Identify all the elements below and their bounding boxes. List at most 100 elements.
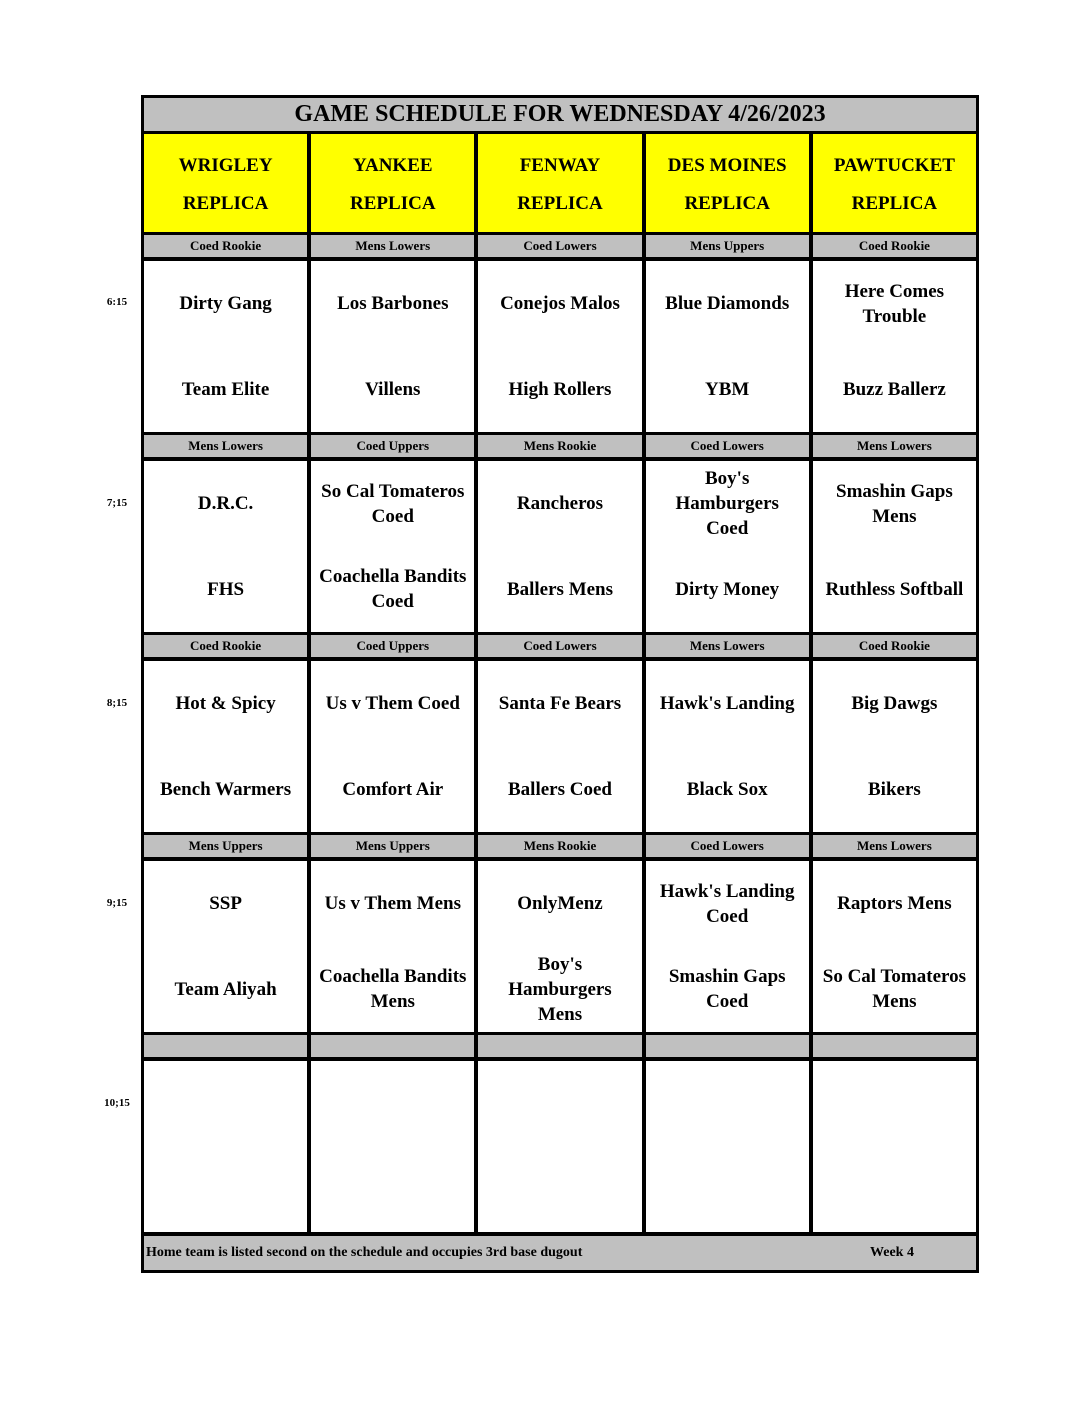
- time-label: 10;15: [104, 1097, 130, 1109]
- division-label: Coed Rookie: [144, 635, 308, 657]
- game-cell: Boy's Hamburgers Coed Dirty Money: [645, 461, 809, 632]
- game-cell: Hawk's Landing Coed Smashin Gaps Coed: [645, 861, 809, 1032]
- away-team: Hot & Spicy: [175, 693, 276, 715]
- away-team: Hawk's Landing Coed: [659, 880, 795, 927]
- field-name: FENWAY: [519, 155, 601, 176]
- field-name: PAWTUCKET: [833, 155, 955, 176]
- away-team: OnlyMenz: [517, 893, 603, 915]
- division-label: Mens Uppers: [645, 235, 809, 257]
- home-team: Coachella Bandits Coed: [319, 566, 467, 613]
- game-cell: D.R.C. FHS: [144, 461, 308, 632]
- home-team: YBM: [705, 378, 750, 400]
- field-header: YANKEE REPLICA: [311, 134, 475, 232]
- field-type: REPLICA: [182, 193, 269, 214]
- week-label: Week 4: [870, 1245, 914, 1260]
- division-label: [311, 1035, 475, 1057]
- footer-bar: Home team is listed second on the schedu…: [144, 1232, 976, 1270]
- division-label: Coed Rookie: [812, 235, 976, 257]
- away-team: [646, 1061, 809, 1147]
- game-cell: Here Comes Trouble Buzz Ballerz: [812, 261, 976, 432]
- away-team: Los Barbones: [337, 293, 449, 315]
- game-cell: Rancheros Ballers Mens: [478, 461, 642, 632]
- schedule-title: GAME SCHEDULE FOR WEDNESDAY 4/26/2023: [144, 98, 976, 134]
- field-header: WRIGLEY REPLICA: [144, 134, 308, 232]
- division-label: Coed Uppers: [311, 435, 475, 457]
- division-label: Mens Rookie: [478, 835, 642, 857]
- home-team: FHS: [207, 578, 245, 600]
- game-cell: [311, 1061, 475, 1232]
- field-name: DES MOINES: [667, 155, 787, 176]
- home-team: [646, 1147, 809, 1233]
- field-header-row: WRIGLEY REPLICA YANKEE REPLICA FENWAY REPLICA…: [144, 134, 976, 232]
- home-team: Smashin Gaps Coed: [668, 966, 786, 1013]
- game-row: D.R.C. FHS So Cal Tomateros Coed Coachella …: [144, 461, 976, 632]
- home-team: Boy's Hamburgers Mens: [508, 953, 612, 1025]
- footer-note: Home team is listed second on the schedu…: [146, 1245, 583, 1260]
- game-cell: Hawk's Landing Black Sox: [645, 661, 809, 832]
- division-label: [144, 1035, 308, 1057]
- away-team: Blue Diamonds: [665, 293, 790, 315]
- division-label: Coed Rookie: [812, 635, 976, 657]
- home-team: [813, 1147, 976, 1233]
- time-slots: Coed Rookie Mens Lowers Coed Lowers Mens Up…: [144, 232, 976, 1232]
- away-team: Us v Them Coed: [325, 693, 460, 715]
- division-label: Mens Lowers: [812, 835, 976, 857]
- game-cell: Dirty Gang Team Elite: [144, 261, 308, 432]
- division-label: Coed Rookie: [144, 235, 308, 257]
- home-team: Dirty Money: [675, 578, 780, 600]
- away-team: Here Comes Trouble: [844, 280, 945, 327]
- time-label: 9;15: [106, 897, 128, 909]
- game-row: SSP Team Aliyah Us v Them Mens Coachella Ba…: [144, 861, 976, 1032]
- game-cell: OnlyMenz Boy's Hamburgers Mens: [478, 861, 642, 1032]
- home-team: Team Elite: [181, 378, 270, 400]
- time-label: 7;15: [106, 497, 128, 509]
- away-team: D.R.C.: [197, 493, 254, 515]
- away-team: [144, 1061, 307, 1147]
- game-cell: Blue Diamonds YBM: [645, 261, 809, 432]
- away-team: Santa Fe Bears: [498, 693, 622, 715]
- away-team: Boy's Hamburgers Coed: [675, 468, 779, 540]
- game-cell: Los Barbones Villens: [311, 261, 475, 432]
- away-team: Rancheros: [516, 493, 604, 515]
- division-label: Mens Uppers: [144, 835, 308, 857]
- division-label: Mens Lowers: [144, 435, 308, 457]
- game-cell: [144, 1061, 308, 1233]
- game-cell: So Cal Tomateros Coed Coachella Bandits C…: [311, 461, 475, 632]
- division-label: Mens Lowers: [311, 235, 475, 257]
- away-team: Smashin Gaps Mens: [836, 480, 953, 527]
- away-team: [478, 1061, 641, 1147]
- away-team: SSP: [209, 893, 242, 915]
- home-team: Ballers Coed: [508, 778, 612, 800]
- field-name: YANKEE: [353, 155, 433, 176]
- game-cell: SSP Team Aliyah: [144, 861, 308, 1032]
- division-label: [812, 1035, 976, 1057]
- home-team: Buzz Ballerz: [842, 378, 946, 400]
- division-row: Mens Lowers Coed Uppers Mens Rookie Coed Lo…: [144, 432, 976, 461]
- game-cell: Big Dawgs Bikers: [812, 661, 976, 832]
- game-row: Dirty Gang Team Elite Los Barbones Villens C…: [144, 261, 976, 432]
- away-team: So Cal Tomateros Coed: [321, 480, 465, 527]
- away-team: [813, 1061, 976, 1147]
- home-team: [144, 1147, 307, 1233]
- away-team: Big Dawgs: [851, 693, 938, 715]
- game-cell: Smashin Gaps Mens Ruthless Softball: [812, 461, 976, 632]
- time-label: 6:15: [106, 296, 128, 308]
- field-header: DES MOINES REPLICA: [645, 134, 809, 232]
- field-name: WRIGLEY: [178, 155, 273, 176]
- division-label: Coed Lowers: [478, 235, 642, 257]
- division-label: Mens Rookie: [478, 435, 642, 457]
- home-team: Black Sox: [686, 778, 768, 800]
- away-team: Conejos Malos: [500, 293, 620, 315]
- game-cell: Us v Them Mens Coachella Bandits Mens: [311, 861, 475, 1032]
- game-cell: [645, 1061, 809, 1233]
- home-team: Comfort Air: [342, 778, 444, 800]
- away-team: Hawk's Landing: [659, 693, 795, 715]
- division-label: Coed Lowers: [478, 635, 642, 657]
- field-type: REPLICA: [517, 193, 603, 214]
- division-label: Mens Lowers: [812, 435, 976, 457]
- home-team: Team Aliyah: [174, 978, 277, 1000]
- home-team: Coachella Bandits Mens: [319, 966, 467, 1013]
- game-cell: Hot & Spicy Bench Warmers: [144, 661, 308, 832]
- home-team: Ballers Mens: [506, 578, 614, 600]
- away-team: [311, 1061, 474, 1147]
